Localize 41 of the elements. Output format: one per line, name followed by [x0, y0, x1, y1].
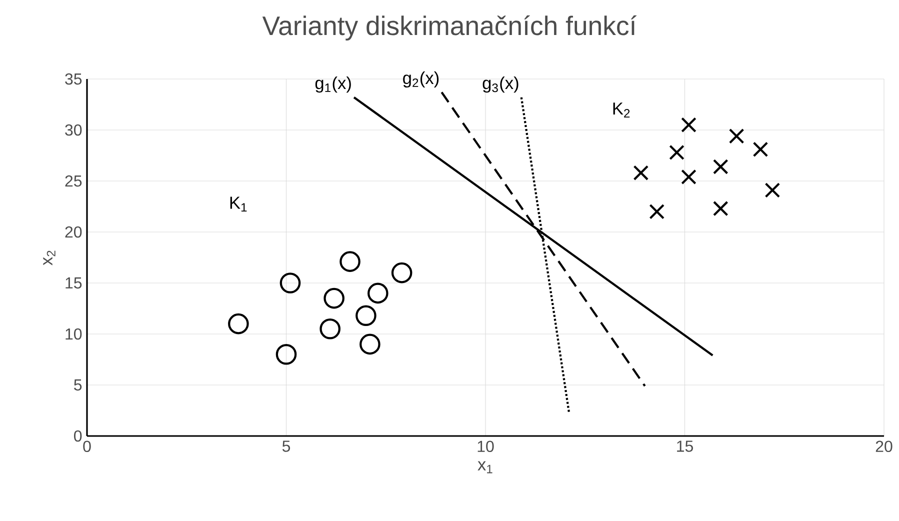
x-tick-label: 0	[83, 440, 91, 452]
point	[649, 204, 665, 220]
point	[681, 117, 696, 133]
annotation: g$_{3}$(x)	[482, 76, 518, 93]
point	[356, 305, 376, 326]
annotation: K$_{1}$	[230, 196, 247, 212]
point	[324, 288, 344, 309]
point	[681, 169, 696, 185]
y-tick-label: 35	[65, 73, 82, 85]
point	[633, 165, 649, 181]
point	[712, 200, 728, 216]
point	[391, 262, 412, 284]
point	[340, 251, 360, 272]
x-tick-label: 5	[282, 440, 290, 452]
point	[276, 344, 297, 365]
y-tick-label: 20	[65, 226, 82, 238]
y-tick-label: 0	[74, 430, 82, 442]
x-tick-label: 20	[876, 440, 892, 452]
annotation: g$_{1}$(x)	[315, 76, 351, 93]
point	[228, 313, 249, 334]
x-axis-title: x$_{1}$	[478, 461, 492, 474]
x-tick-label: 15	[677, 440, 693, 452]
point	[360, 334, 380, 355]
annotation: K$_{2}$	[613, 102, 630, 118]
y-axis-title: x$_{2}$	[43, 250, 56, 266]
y-tick-label: 25	[65, 175, 82, 187]
x-tick-label: 10	[478, 440, 494, 452]
point	[320, 318, 340, 340]
point	[752, 142, 768, 158]
point	[764, 182, 780, 198]
y-tick-label: 30	[65, 124, 82, 136]
chart-title: Varianty diskrimanačních funkcí	[262, 15, 637, 41]
annotation: g$_{2}$(x)	[403, 71, 439, 88]
y-tick-label: 15	[66, 277, 82, 289]
y-tick-label: 10	[66, 328, 82, 340]
point	[712, 159, 728, 174]
point	[280, 272, 301, 294]
point	[669, 144, 684, 160]
point	[368, 282, 388, 304]
point	[728, 128, 744, 144]
y-tick-label: 5	[74, 379, 82, 391]
